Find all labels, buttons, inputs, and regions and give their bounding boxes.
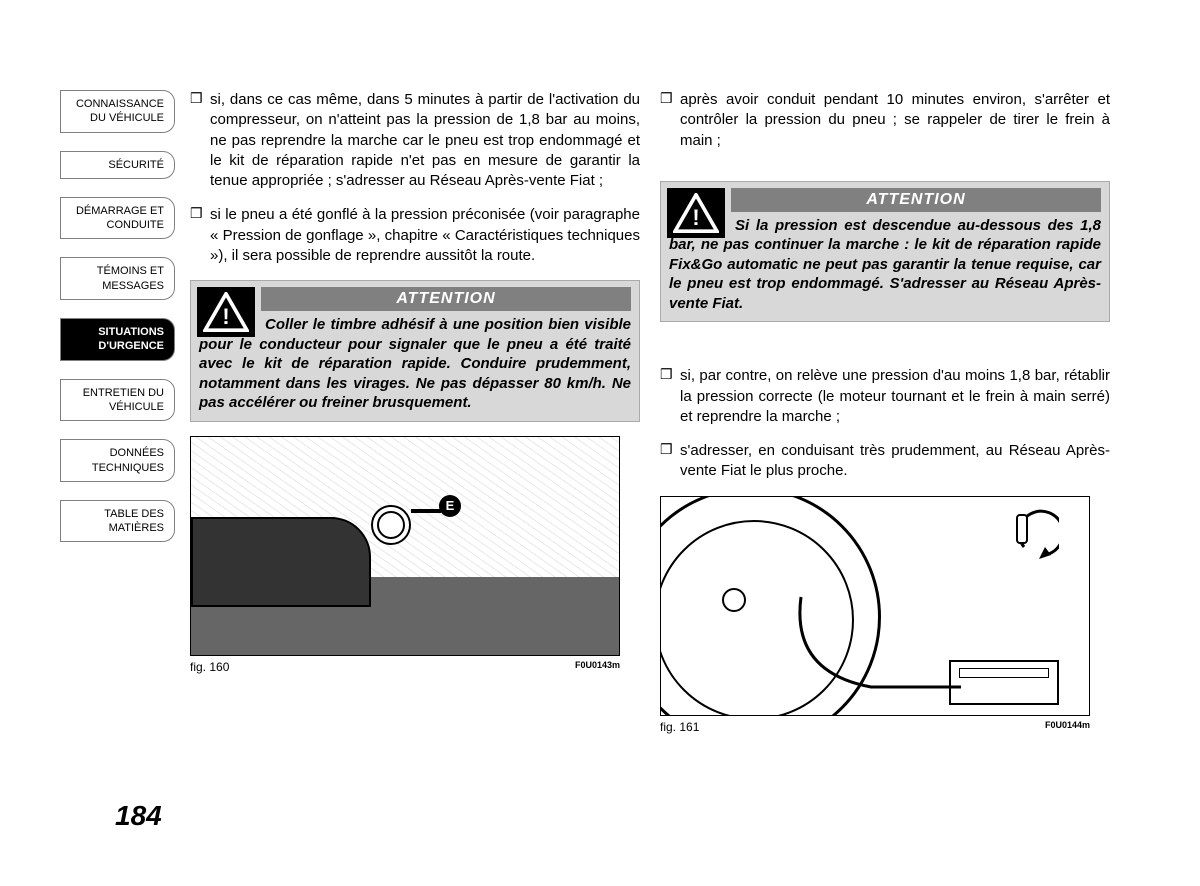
left-column: ❒ si, dans ce cas même, dans 5 minutes à…: [190, 90, 640, 674]
attention-header: ATTENTION: [731, 188, 1101, 212]
tab-connaissance[interactable]: CONNAISSANCE DU VÉHICULE: [60, 90, 175, 133]
figure-caption: fig. 160 F0U0143m: [190, 660, 620, 674]
warning-triangle-icon: !: [197, 287, 255, 337]
figure-label: fig. 161: [660, 720, 699, 734]
tab-securite[interactable]: SÉCURITÉ: [60, 151, 175, 179]
list-item: ❒ si, par contre, on relève une pression…: [660, 366, 1110, 427]
arrow-rotate-icon: [989, 507, 1059, 567]
svg-text:!: !: [692, 205, 699, 230]
body-text: si, par contre, on relève une pression d…: [680, 366, 1110, 427]
list-item: ❒ si le pneu a été gonflé à la pression …: [190, 205, 640, 266]
attention-body: Coller le timbre adhésif à une position …: [199, 315, 631, 413]
warning-triangle-icon: !: [667, 188, 725, 238]
tab-entretien[interactable]: ENTRETIEN DU VÉHICULE: [60, 379, 175, 422]
bullet-icon: ❒: [660, 366, 680, 427]
bullet-icon: ❒: [660, 90, 680, 151]
callout-e: E: [439, 495, 461, 517]
figure-code: F0U0144m: [1045, 720, 1090, 734]
tab-donnees[interactable]: DONNÉES TECHNIQUES: [60, 439, 175, 482]
attention-header: ATTENTION: [261, 287, 631, 311]
figure-160: E: [190, 436, 620, 656]
bullet-icon: ❒: [190, 90, 210, 191]
list-item: ❒ s'adresser, en conduisant très prudemm…: [660, 441, 1110, 482]
figure-label: fig. 160: [190, 660, 229, 674]
bullet-icon: ❒: [660, 441, 680, 482]
tab-situations-urgence[interactable]: SITUATIONS D'URGENCE: [60, 318, 175, 361]
figure-161: [660, 496, 1090, 716]
attention-box: ! ATTENTION Si la pression est descendue…: [660, 181, 1110, 323]
list-item: ❒ si, dans ce cas même, dans 5 minutes à…: [190, 90, 640, 191]
tab-temoins[interactable]: TÉMOINS ET MESSAGES: [60, 257, 175, 300]
right-column: ❒ après avoir conduit pendant 10 minutes…: [660, 90, 1110, 734]
body-text: si, dans ce cas même, dans 5 minutes à p…: [210, 90, 640, 191]
body-text: si le pneu a été gonflé à la pression pr…: [210, 205, 640, 266]
bullet-icon: ❒: [190, 205, 210, 266]
page-number: 184: [115, 800, 162, 832]
sidebar-tabs: CONNAISSANCE DU VÉHICULE SÉCURITÉ DÉMARR…: [60, 90, 175, 560]
body-text: après avoir conduit pendant 10 minutes e…: [680, 90, 1110, 151]
body-text: s'adresser, en conduisant très prudemmen…: [680, 441, 1110, 482]
attention-body: Si la pression est descendue au-dessous …: [669, 216, 1101, 314]
figure-code: F0U0143m: [575, 660, 620, 674]
list-item: ❒ après avoir conduit pendant 10 minutes…: [660, 90, 1110, 151]
tab-table-matieres[interactable]: TABLE DES MATIÈRES: [60, 500, 175, 543]
tab-demarrage[interactable]: DÉMARRAGE ET CONDUITE: [60, 197, 175, 240]
attention-box: ! ATTENTION Coller le timbre adhésif à u…: [190, 280, 640, 422]
svg-text:!: !: [222, 304, 229, 329]
figure-caption: fig. 161 F0U0144m: [660, 720, 1090, 734]
